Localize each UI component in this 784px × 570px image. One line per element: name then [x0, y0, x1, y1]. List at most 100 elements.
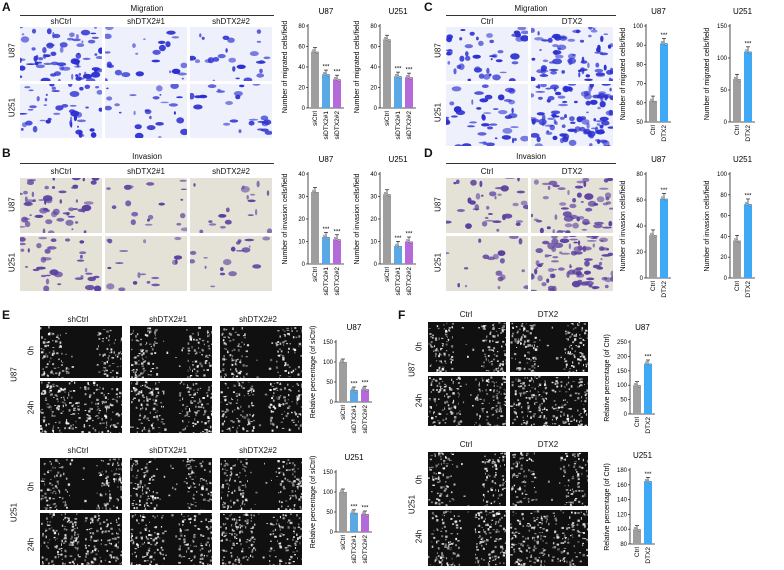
- significance-label: ***: [644, 472, 652, 478]
- data-point: [315, 192, 319, 195]
- y-tick-label: 80: [620, 542, 627, 548]
- wound-healing-image: [428, 376, 506, 426]
- panel-b-divider: [20, 163, 274, 164]
- data-point: [733, 76, 737, 80]
- chart-a-u251: U251 Number of migrated cells/field 0 20 40 6…: [354, 7, 416, 140]
- category-label: DTX2: [661, 281, 668, 298]
- wound-healing-image: [130, 381, 212, 433]
- y-tick-label: 20: [636, 250, 643, 256]
- data-point: [350, 510, 354, 513]
- chart-c-u251: U251 Number of migrated cells/field 0 50 100…: [704, 7, 755, 142]
- category-label: Ctrl: [650, 280, 657, 291]
- panel-letter-c: C: [424, 0, 433, 14]
- wound-healing-image: [510, 452, 588, 506]
- data-point: [735, 239, 739, 242]
- y-tick-label: 100: [323, 360, 334, 366]
- bar: [383, 194, 391, 264]
- data-point: [387, 39, 391, 42]
- panel-e-col-2b: shDTX2#1: [149, 446, 187, 455]
- bar: [733, 240, 741, 278]
- data-point: [363, 388, 367, 391]
- significance-label: ***: [350, 504, 358, 510]
- category-label: siDTX2#1: [323, 111, 330, 140]
- data-point: [335, 238, 339, 241]
- y-tick-label: 60: [370, 45, 377, 51]
- data-point: [660, 40, 664, 44]
- significance-label: ***: [744, 41, 752, 47]
- data-point: [409, 241, 413, 244]
- migration-image: [446, 84, 528, 146]
- y-tick-label: 160: [617, 483, 628, 489]
- invasion-image: [446, 236, 528, 291]
- category-label: siDTX2#2: [362, 405, 369, 434]
- data-point: [748, 51, 752, 54]
- migration-image: [531, 84, 613, 146]
- data-point: [343, 362, 347, 365]
- data-point: [644, 361, 648, 364]
- y-tick-label: 100: [633, 24, 644, 30]
- panel-b-title: Invasion: [132, 152, 162, 161]
- bar: [383, 39, 391, 109]
- data-point: [315, 51, 319, 54]
- bar: [405, 241, 413, 264]
- y-tick-label: 100: [617, 527, 628, 533]
- data-point: [664, 198, 668, 201]
- panel-f-col-1: Ctrl: [459, 310, 473, 319]
- panel-e-col-3b: shDTX2#2: [239, 446, 277, 455]
- data-point: [646, 479, 650, 483]
- data-point: [326, 237, 330, 240]
- bar: [644, 363, 652, 414]
- y-tick-label: 40: [370, 65, 377, 71]
- y-tick-label: 140: [617, 498, 628, 504]
- data-point: [637, 385, 641, 388]
- category-label: siCtrl: [340, 534, 347, 549]
- data-point: [735, 78, 739, 81]
- y-tick-label: 40: [298, 65, 305, 71]
- y-axis-label: Number of migrated cells/field: [282, 21, 289, 114]
- bar: [660, 198, 668, 278]
- y-tick-label: 60: [720, 214, 727, 220]
- chart-d-u251: U251 Number of invasion cells/field 0 20 40 6…: [704, 155, 755, 298]
- bar: [339, 362, 347, 402]
- significance-label: ***: [394, 236, 402, 242]
- migration-image: [190, 27, 272, 81]
- data-point: [744, 49, 748, 52]
- y-axis-label: Number of invasion cells/field: [282, 173, 289, 264]
- wound-healing-image: [220, 513, 302, 565]
- data-point: [633, 382, 637, 386]
- panel-a-title: Migration: [130, 4, 164, 13]
- category-label: DTX2: [745, 125, 752, 142]
- data-point: [746, 203, 750, 206]
- y-tick-label: 0: [302, 106, 306, 112]
- migration-image: [105, 27, 187, 81]
- y-tick-label: 150: [617, 369, 628, 375]
- panel-d-col-2: DTX2: [561, 167, 583, 176]
- y-tick-label: 40: [298, 172, 305, 178]
- category-label: Ctrl: [734, 280, 741, 291]
- y-tick-label: 20: [298, 217, 305, 223]
- panel-b-col-3: shDTX2#2: [212, 167, 250, 176]
- data-point: [649, 98, 653, 101]
- chart-title: U87: [347, 323, 362, 332]
- bar: [633, 385, 641, 414]
- chart-title: U251: [344, 453, 364, 462]
- wound-healing-image: [40, 326, 122, 378]
- y-tick-label: 150: [717, 24, 728, 30]
- y-tick-label: 0: [374, 106, 378, 112]
- data-point: [737, 79, 741, 82]
- y-axis-label: Relative percentage (of Ctrl): [604, 463, 611, 551]
- data-point: [733, 238, 737, 241]
- data-point: [396, 75, 400, 78]
- category-label: siCtrl: [312, 266, 319, 281]
- significance-label: ***: [660, 188, 668, 194]
- data-point: [409, 77, 413, 80]
- panel-letter-e: E: [2, 308, 11, 322]
- invasion-image: [190, 236, 272, 291]
- y-tick-label: 0: [640, 276, 644, 282]
- wound-healing-image: [428, 452, 506, 506]
- category-label: siDTX2#1: [351, 405, 358, 434]
- y-tick-label: 50: [326, 510, 333, 516]
- y-tick-label: 40: [636, 224, 643, 230]
- chart-title: U251: [733, 155, 753, 164]
- wound-healing-image: [220, 458, 302, 510]
